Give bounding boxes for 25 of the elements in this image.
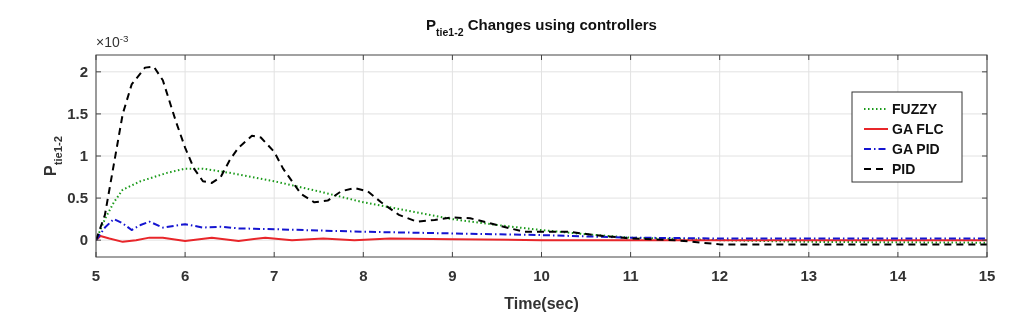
y-tick-label: 0.5: [67, 189, 88, 207]
legend-label: GA PID: [892, 141, 940, 157]
x-tick-label: 9: [448, 267, 457, 284]
x-tick-label: 8: [359, 267, 368, 284]
x-tick-label: 5: [91, 267, 101, 284]
text: ×10$^{-3}$: [96, 32, 130, 50]
x-tick-label: 15: [978, 267, 996, 284]
y-tick-label: 2: [79, 62, 88, 80]
y-tick-label: 0: [79, 231, 88, 249]
x-tick-label: 7: [270, 267, 279, 284]
x-tick-label: 14: [889, 267, 907, 284]
x-tick-label: 12: [711, 267, 729, 284]
y-tick-label: 1.5: [67, 104, 88, 122]
legend-label: PID: [892, 161, 916, 177]
x-tick-label: 11: [622, 267, 639, 284]
y-tick-label: 1: [79, 147, 88, 164]
line-series: [96, 65, 987, 246]
line-series: [96, 218, 987, 242]
legend-label: FUZZY: [892, 101, 938, 117]
x-axis-title: Time(sec): [504, 295, 579, 312]
legend-label: GA FLC: [892, 121, 944, 137]
x-tick-label: 13: [800, 267, 818, 284]
chart-title: P$_{tie1-2}$ Changes using controllers: [426, 16, 657, 38]
x-tick-label: 6: [180, 267, 190, 284]
x-tick-label: 10: [533, 267, 550, 284]
